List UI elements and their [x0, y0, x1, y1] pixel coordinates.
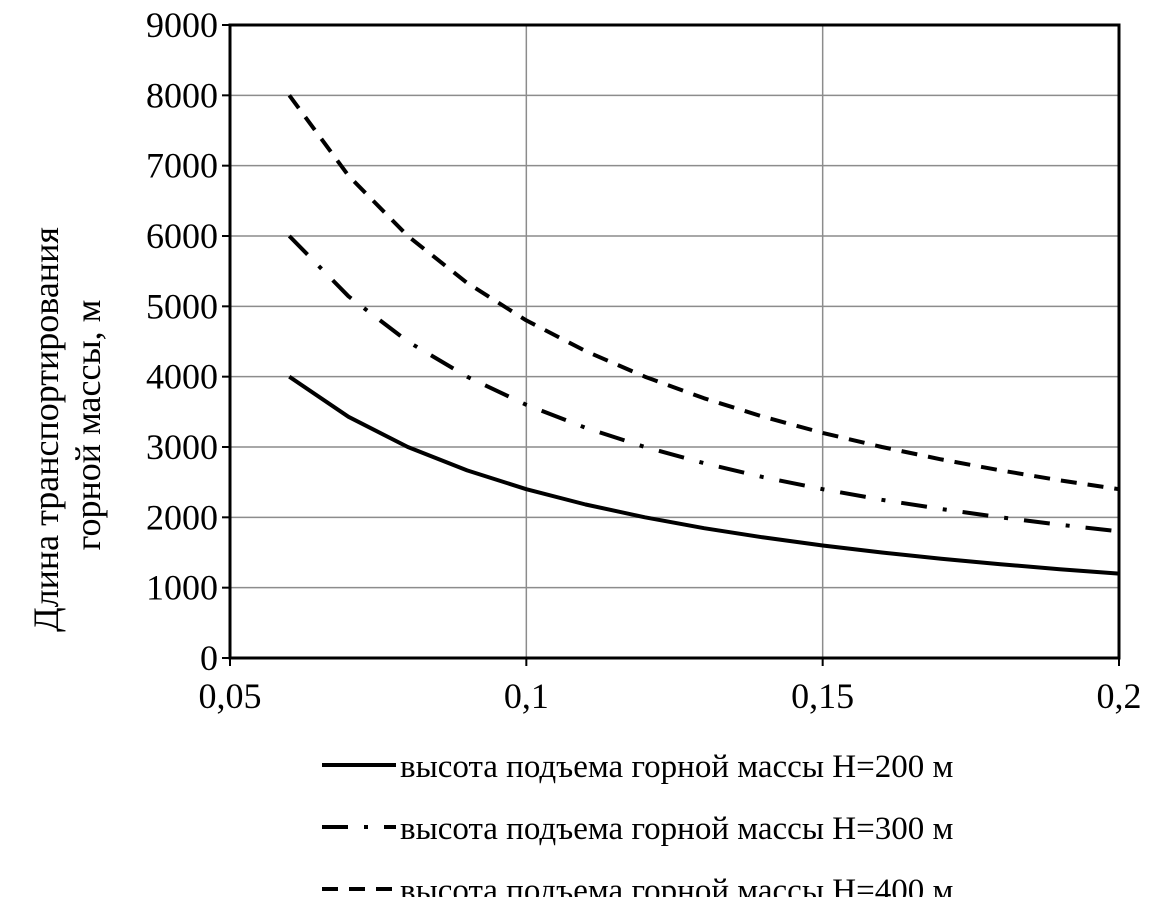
y-axis-label: Длина транспортирования горной массы, м: [26, 218, 108, 632]
x-tick-label: 0,1: [504, 676, 549, 716]
y-tick-label: 6000: [146, 216, 218, 256]
series-line-1: [288, 375, 1120, 576]
y-tick-label: 9000: [146, 5, 218, 45]
y-tick-label: 5000: [146, 286, 218, 326]
series-lines: [287, 94, 1120, 576]
y-axis-label-line-2: горной массы, м: [68, 300, 108, 551]
x-tick-label: 0,2: [1097, 676, 1142, 716]
y-tick-label: 7000: [146, 146, 218, 186]
y-axis-label-line-1: Длина транспортирования: [26, 227, 66, 632]
legend-label-2: высота подъема горной массы Н=300 м: [400, 811, 953, 847]
series-line-2: [287, 234, 1120, 534]
series-line-3: [287, 94, 1120, 492]
plot-area-frame: [228, 23, 1121, 660]
y-tick-label: 1000: [146, 568, 218, 608]
x-tick-label: 0,05: [199, 676, 262, 716]
x-tick-label: 0,15: [791, 676, 854, 716]
legend: высота подъема горной массы Н=200 м высот…: [322, 749, 953, 897]
y-tick-label: 8000: [146, 75, 218, 115]
x-axis-ticks: 0,05 0,1 0,15 0,2: [199, 658, 1142, 716]
y-axis-ticks: 0 1000 2000 3000 4000 5000 6000 7000 8000 9000: [146, 5, 230, 678]
legend-label-3: высота подъема горной массы Н=400 м: [400, 873, 953, 897]
legend-label-1: высота подъема горной массы Н=200 м: [400, 749, 953, 785]
y-tick-label: 0: [200, 638, 218, 678]
y-tick-label: 2000: [146, 497, 218, 537]
y-tick-label: 3000: [146, 427, 218, 467]
y-tick-label: 4000: [146, 357, 218, 397]
